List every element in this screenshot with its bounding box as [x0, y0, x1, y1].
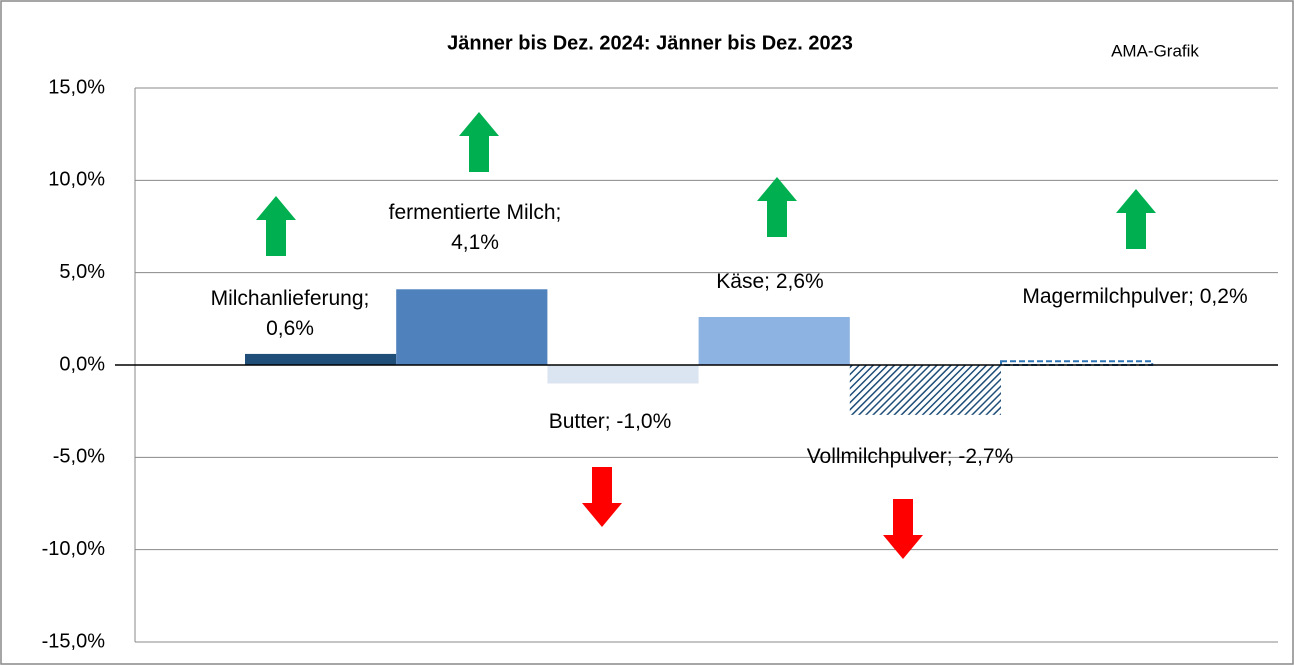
- up-arrow: [757, 177, 797, 237]
- bar: [396, 289, 548, 365]
- y-tick-label: -10,0%: [42, 538, 106, 560]
- data-label: fermentierte Milch; 4,1%: [388, 201, 562, 254]
- y-tick-label: 5,0%: [59, 261, 105, 283]
- y-tick-label: -15,0%: [42, 630, 106, 652]
- bar: [245, 353, 397, 365]
- data-label: Milchanlieferung; 0,6%: [210, 287, 370, 340]
- up-arrow: [256, 196, 296, 256]
- annotation: AMA-Grafik: [1111, 41, 1199, 60]
- chart-title: Jänner bis Dez. 2024: Jänner bis Dez. 20…: [447, 32, 853, 54]
- y-tick-label: 10,0%: [48, 169, 105, 191]
- y-tick-label: 0,0%: [59, 353, 105, 375]
- bar: [698, 316, 850, 365]
- down-arrow: [582, 467, 622, 527]
- down-arrow: [883, 499, 923, 559]
- bar: [849, 365, 1001, 415]
- data-label: Butter; -1,0%: [548, 410, 672, 433]
- arrows: [256, 112, 1156, 559]
- data-label: Magermilchpulver; 0,2%: [1022, 285, 1248, 308]
- data-label: Käse; 2,6%: [716, 270, 824, 293]
- bar: [547, 365, 699, 384]
- y-tick-label: 15,0%: [48, 76, 105, 98]
- data-label: Vollmilchpulver; -2,7%: [806, 445, 1014, 468]
- y-tick-label: -5,0%: [53, 446, 105, 468]
- up-arrow: [459, 112, 499, 172]
- up-arrow: [1116, 189, 1156, 249]
